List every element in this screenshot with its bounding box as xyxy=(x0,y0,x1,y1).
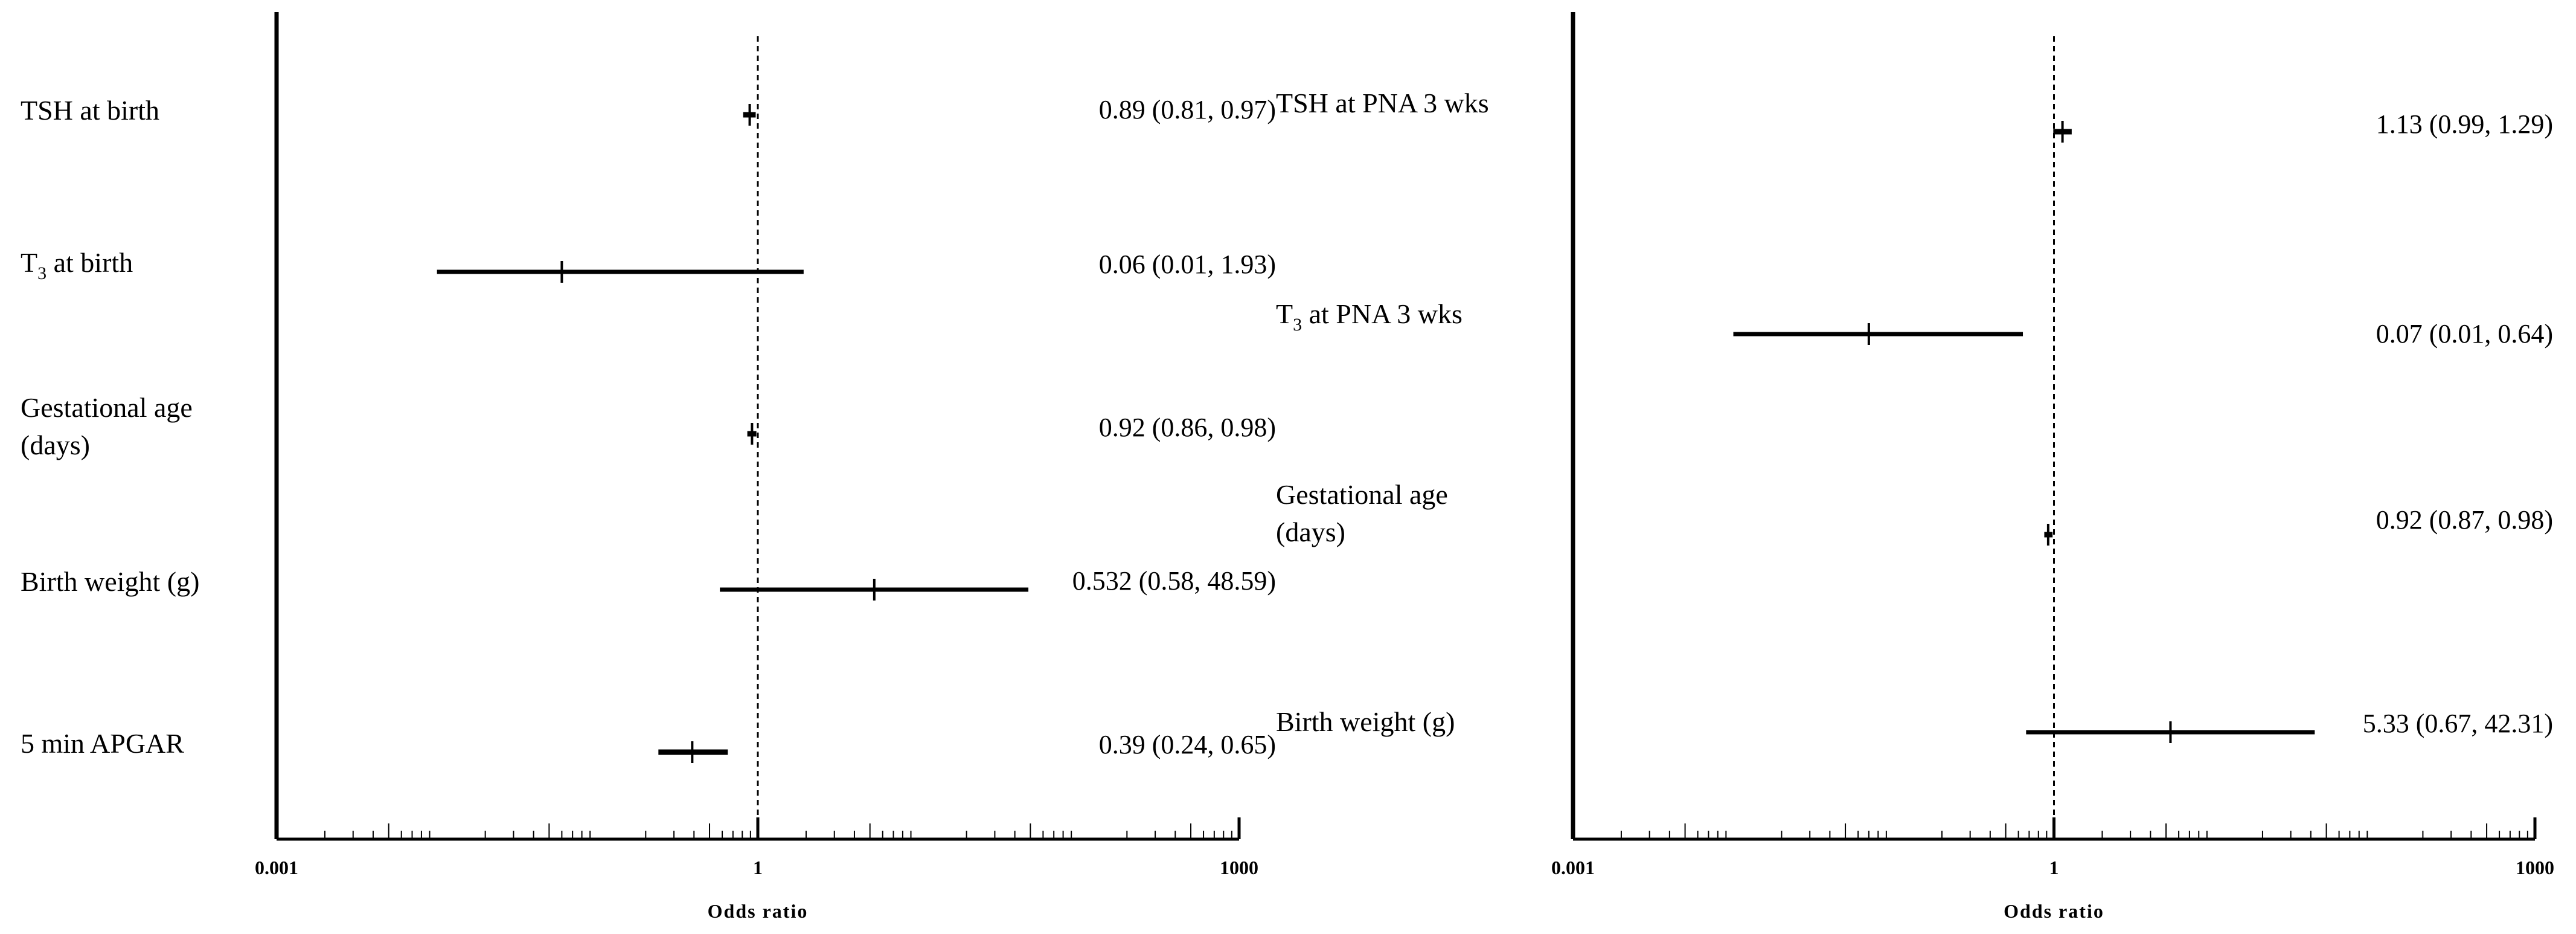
row-label-main: Birth weight (g) xyxy=(21,566,199,597)
row-label-main: Gestational age xyxy=(1276,479,1448,510)
x-tick-label: 1000 xyxy=(2516,857,2554,878)
or-ci-label: 0.532 (0.58, 48.59) xyxy=(1072,566,1276,596)
x-tick-label: 0.001 xyxy=(255,857,298,878)
x-tick-label: 0.001 xyxy=(1551,857,1595,878)
x-axis-title: Odds ratio xyxy=(2004,900,2104,922)
or-ci-label: 5.33 (0.67, 42.31) xyxy=(2363,709,2553,738)
row-label: Birth weight (g) xyxy=(1276,706,1455,737)
row-label: Birth weight (g) xyxy=(21,566,199,597)
row-label-main: TSH at PNA 3 wks xyxy=(1276,88,1489,118)
row-label-line2: (days) xyxy=(21,430,90,460)
row-label-main: Gestational age xyxy=(21,392,193,423)
or-ci-label: 0.39 (0.24, 0.65) xyxy=(1099,730,1276,759)
row-label-line2: (days) xyxy=(1276,517,1345,547)
or-ci-label: 0.92 (0.87, 0.98) xyxy=(2376,505,2553,535)
row-label-subscript: 3 xyxy=(1293,315,1302,335)
row-label: TSH at birth xyxy=(21,95,159,126)
row-label: TSH at PNA 3 wks xyxy=(1276,88,1489,118)
row-label-rest: at PNA 3 wks xyxy=(1302,298,1463,329)
or-ci-label: 0.07 (0.01, 0.64) xyxy=(2376,319,2553,349)
row-label-main: T xyxy=(1276,298,1293,329)
x-axis-title: Odds ratio xyxy=(708,900,809,922)
forest-panel-left: 0.001 1 1000 Odds ratio TSH at birth 0.89 (0.… xyxy=(21,12,1276,922)
or-ci-label: 1.13 (0.99, 1.29) xyxy=(2376,109,2553,139)
row-label: T3 at birth xyxy=(21,247,133,283)
x-tick-label: 1 xyxy=(753,857,763,878)
or-ci-label: 0.89 (0.81, 0.97) xyxy=(1099,95,1276,124)
forest-panel-right: 0.001 1 1000 Odds ratio TSH at PNA 3 wks 1.13… xyxy=(1276,12,2554,922)
row-label-main: Birth weight (g) xyxy=(1276,706,1455,737)
row-label: Gestational age xyxy=(1276,479,1448,510)
row-label-rest: at birth xyxy=(46,247,133,278)
or-ci-label: 0.92 (0.86, 0.98) xyxy=(1099,413,1276,442)
or-ci-label: 0.06 (0.01, 1.93) xyxy=(1099,250,1276,279)
row-label-subscript: 3 xyxy=(37,263,46,283)
x-tick-label: 1000 xyxy=(1220,857,1258,878)
row-label-main: 5 min APGAR xyxy=(21,728,184,759)
row-label: T3 at PNA 3 wks xyxy=(1276,298,1463,335)
row-label-main: TSH at birth xyxy=(21,95,159,126)
row-label: 5 min APGAR xyxy=(21,728,184,759)
row-label-main: T xyxy=(21,247,37,278)
x-tick-label: 1 xyxy=(2049,857,2059,878)
row-label: Gestational age xyxy=(21,392,193,423)
